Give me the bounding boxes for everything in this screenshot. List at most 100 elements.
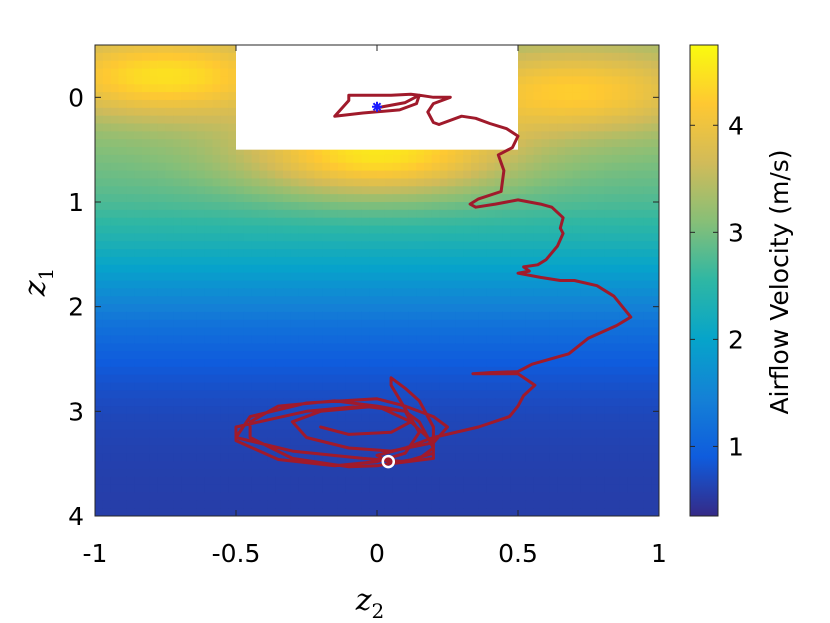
velocity-cell xyxy=(439,374,449,384)
velocity-cell xyxy=(157,162,167,172)
velocity-cell xyxy=(557,288,566,297)
velocity-cell xyxy=(384,202,394,211)
velocity-cell xyxy=(510,186,519,195)
velocity-cell xyxy=(471,327,480,337)
velocity-cell xyxy=(627,280,637,289)
velocity-cell xyxy=(212,84,221,93)
velocity-cell xyxy=(142,107,151,117)
velocity-cell xyxy=(431,304,441,313)
velocity-cell xyxy=(149,241,159,250)
velocity-cell xyxy=(533,202,543,211)
velocity-cell xyxy=(173,202,182,211)
velocity-cell xyxy=(267,343,276,352)
velocity-cell xyxy=(330,468,339,478)
velocity-cell xyxy=(236,304,245,313)
velocity-cell xyxy=(283,280,292,289)
velocity-cell xyxy=(580,99,590,109)
velocity-cell xyxy=(134,45,143,54)
velocity-cell xyxy=(189,131,198,140)
velocity-cell xyxy=(635,68,644,77)
velocity-cell xyxy=(494,508,503,516)
velocity-cell xyxy=(243,170,253,180)
velocity-cell xyxy=(596,241,605,250)
velocity-cell xyxy=(455,492,464,501)
velocity-cell xyxy=(572,319,582,329)
velocity-cell xyxy=(580,421,590,431)
velocity-cell xyxy=(243,453,253,462)
velocity-cell xyxy=(486,225,496,234)
velocity-cell xyxy=(643,217,652,227)
velocity-cell xyxy=(314,476,323,486)
colorbar-tick-label: 4 xyxy=(728,111,744,140)
velocity-cell xyxy=(627,272,637,282)
velocity-cell xyxy=(392,476,402,486)
velocity-cell xyxy=(110,107,120,117)
velocity-cell xyxy=(557,476,566,486)
velocity-cell xyxy=(565,484,574,494)
velocity-cell xyxy=(102,194,112,203)
velocity-cell xyxy=(549,123,558,132)
velocity-cell xyxy=(525,202,535,211)
velocity-cell xyxy=(189,45,198,54)
velocity-cell xyxy=(142,429,151,439)
velocity-cell xyxy=(189,170,198,180)
velocity-cell xyxy=(102,209,112,219)
velocity-cell xyxy=(110,76,120,85)
velocity-cell xyxy=(126,343,135,352)
velocity-cell xyxy=(236,461,245,470)
velocity-cell xyxy=(181,413,190,423)
velocity-cell xyxy=(189,280,198,289)
velocity-cell xyxy=(471,476,480,486)
velocity-cell xyxy=(157,154,167,164)
velocity-cell xyxy=(134,178,143,187)
velocity-cell xyxy=(322,390,331,399)
velocity-cell xyxy=(580,52,590,62)
velocity-cell xyxy=(580,68,590,77)
velocity-cell xyxy=(157,288,167,297)
velocity-cell xyxy=(251,233,261,242)
velocity-cell xyxy=(220,311,229,321)
velocity-cell xyxy=(196,241,206,250)
velocity-cell xyxy=(627,139,637,148)
velocity-cell xyxy=(228,84,237,93)
velocity-cell xyxy=(149,178,159,187)
velocity-cell xyxy=(416,461,425,470)
velocity-cell xyxy=(635,76,644,85)
velocity-cell xyxy=(384,390,394,399)
velocity-cell xyxy=(118,52,127,62)
velocity-cell xyxy=(439,170,449,180)
velocity-cell xyxy=(118,468,127,478)
velocity-cell xyxy=(518,429,527,439)
velocity-cell xyxy=(330,304,339,313)
velocity-cell xyxy=(494,476,503,486)
velocity-cell xyxy=(604,139,613,148)
velocity-cell xyxy=(361,476,370,486)
velocity-cell xyxy=(345,359,355,368)
velocity-cell xyxy=(408,147,417,156)
velocity-cell xyxy=(416,335,425,344)
velocity-cell xyxy=(353,421,362,431)
velocity-cell xyxy=(322,492,331,501)
velocity-cell xyxy=(424,170,433,180)
velocity-cell xyxy=(353,437,362,446)
velocity-cell xyxy=(142,413,151,423)
velocity-cell xyxy=(377,194,386,203)
velocity-cell xyxy=(541,99,550,109)
velocity-cell xyxy=(165,154,174,164)
velocity-cell xyxy=(627,45,637,54)
velocity-cell xyxy=(102,304,112,313)
velocity-cell xyxy=(181,398,190,407)
velocity-cell xyxy=(392,311,402,321)
velocity-cell xyxy=(173,311,182,321)
velocity-cell xyxy=(596,178,605,187)
velocity-cell xyxy=(384,374,394,384)
velocity-cell xyxy=(486,476,496,486)
velocity-cell xyxy=(478,500,488,509)
velocity-cell xyxy=(471,256,480,266)
velocity-cell xyxy=(149,374,159,384)
velocity-cell xyxy=(95,99,104,109)
velocity-cell xyxy=(267,147,276,156)
velocity-cell xyxy=(478,508,488,516)
velocity-cell xyxy=(431,461,441,470)
velocity-cell xyxy=(377,154,386,164)
